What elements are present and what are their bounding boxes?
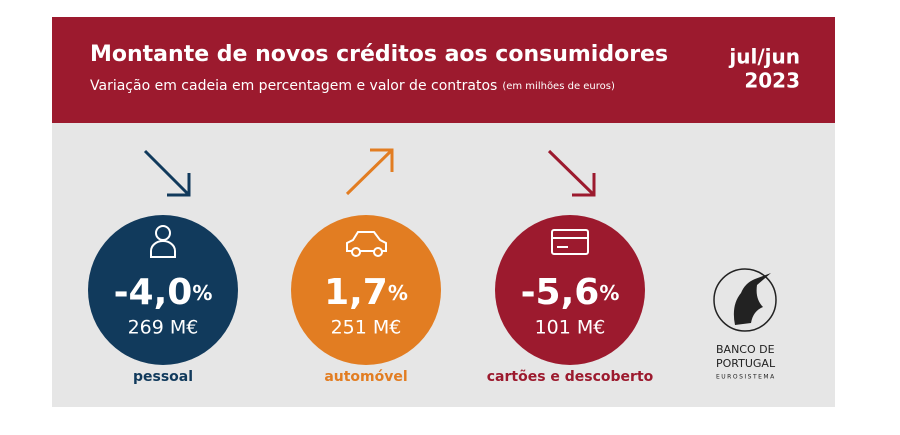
card-icon [551, 229, 589, 255]
car-icon [346, 231, 387, 257]
value-number: -5,6 [521, 272, 600, 313]
value-unit: % [599, 281, 619, 305]
item-value: -4,0% [114, 272, 213, 313]
person-icon [150, 225, 176, 258]
item-amount: 251 M€ [331, 317, 402, 339]
value-number: -4,0 [114, 272, 193, 313]
icons [150, 225, 589, 258]
value-unit: % [192, 281, 212, 305]
header-band [52, 17, 835, 123]
title: Montante de novos créditos aos consumido… [90, 42, 668, 67]
logo-line2: PORTUGAL [716, 357, 776, 370]
period-2: 2023 [744, 69, 800, 93]
item-label: automóvel [324, 369, 407, 385]
logo: BANCO DE PORTUGAL EUROSISTEMA [713, 268, 777, 381]
subtitle-main: Variação em cadeia em percentagem e valo… [90, 78, 497, 94]
logo-line1: BANCO DE [716, 343, 775, 356]
logo-emblem [713, 268, 777, 332]
item-circle [291, 215, 441, 365]
arrow-up [345, 148, 394, 196]
subtitle: Variação em cadeia em percentagem e valo… [90, 78, 615, 94]
item-amount: 269 M€ [128, 317, 199, 339]
value-number: 1,7 [324, 272, 388, 313]
item-label: pessoal [133, 369, 193, 385]
item-label: cartões e descoberto [487, 369, 654, 385]
value-unit: % [388, 281, 408, 305]
item-value: 1,7% [324, 272, 408, 313]
period-1: jul/jun [728, 45, 800, 69]
item-amount: 101 M€ [535, 317, 606, 339]
item-circle [88, 215, 238, 365]
subtitle-note: (em milhões de euros) [502, 81, 615, 92]
items: -4,0% 269 M€ pessoal 1,7% 251 M€ automóvel -5,… [88, 215, 654, 385]
logo-line3: EUROSISTEMA [716, 374, 776, 381]
item-circle [495, 215, 645, 365]
arrow-down [547, 149, 596, 197]
arrow-down [143, 149, 191, 197]
arrows [143, 148, 596, 197]
logo-figure [733, 273, 771, 325]
item-value: -5,6% [521, 272, 620, 313]
